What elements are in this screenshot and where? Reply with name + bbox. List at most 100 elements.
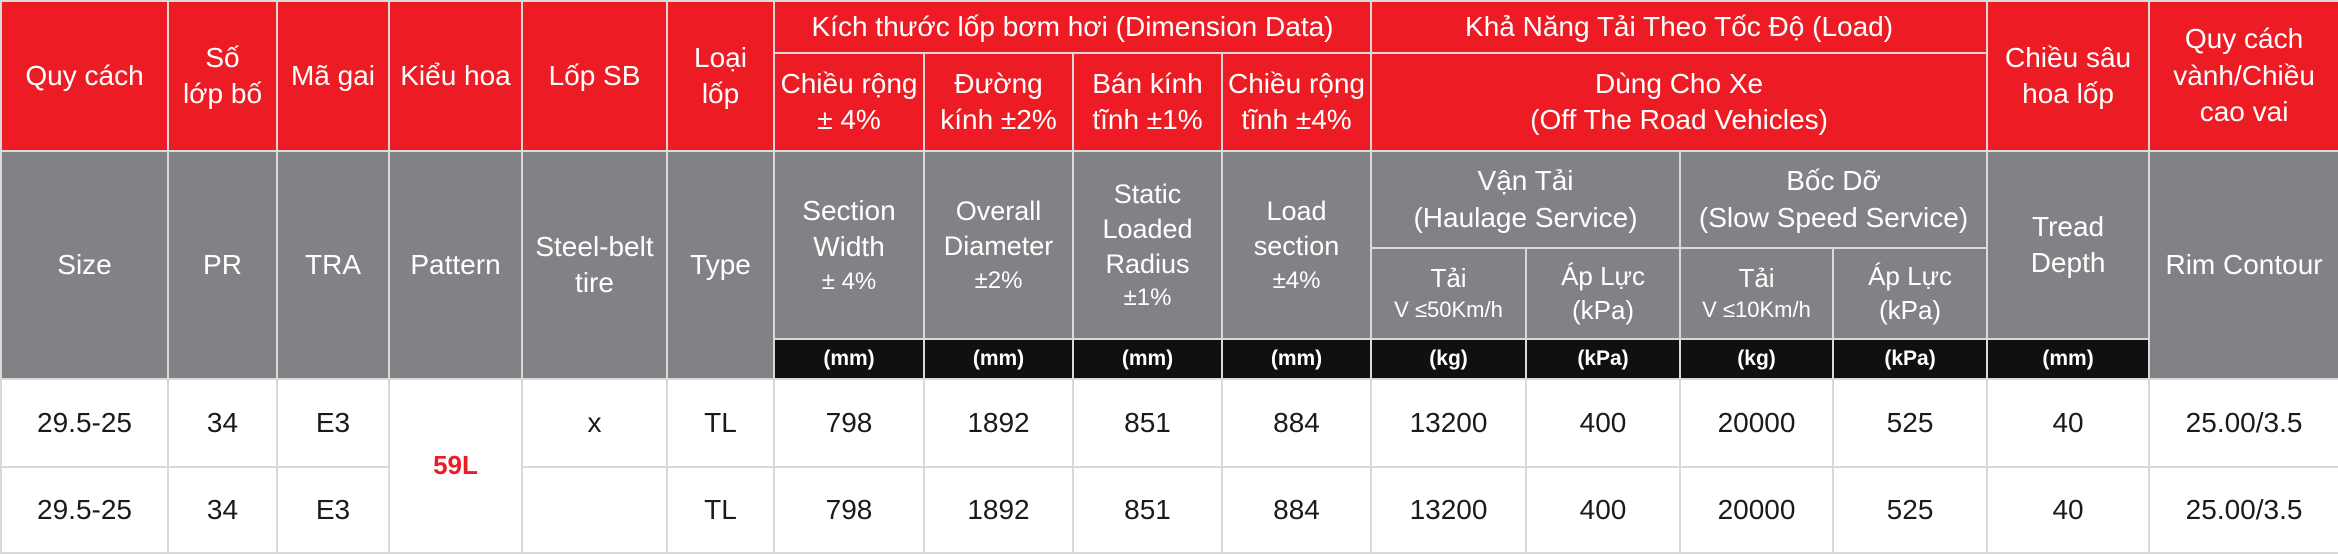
header-type-en: Type: [666, 150, 775, 380]
header-haulage-line2: (Haulage Service): [1413, 201, 1638, 233]
cell-slow-pressure: 525: [1832, 466, 1989, 554]
header-overall-diameter-en-line3: ±2%: [974, 266, 1023, 294]
cell-load-section: 884: [1220, 466, 1373, 554]
cell-pr: 34: [167, 378, 278, 468]
cell-haul-load: 13200: [1370, 466, 1528, 554]
header-pattern-vi-text: Kiểu hoa: [400, 59, 511, 91]
header-static-radius-vi-line2: tĩnh ±1%: [1092, 104, 1203, 135]
cell-haul-pressure: 400: [1525, 466, 1682, 554]
cell-steel: x: [521, 378, 668, 468]
header-static-radius-en-line3: Radius: [1105, 248, 1190, 279]
cell-static-radius: 851: [1072, 466, 1223, 554]
header-pattern-en: Pattern: [388, 150, 523, 380]
header-vehicle-vi-line1: Dùng Cho Xe: [1594, 67, 1764, 99]
unit-section-width: (mm): [773, 338, 925, 380]
cell-steel: [521, 466, 668, 554]
cell-pr: 34: [167, 466, 278, 554]
header-overall-diameter-en-line2: Diameter: [943, 231, 1054, 262]
header-rim-vi: Quy cách vành/Chiều cao vai: [2148, 0, 2338, 152]
header-slow-load: Tải V ≤10Km/h: [1679, 247, 1835, 340]
header-tread-depth-en: Tread Depth: [1986, 150, 2151, 340]
header-rim-en-text: Rim Contour: [2165, 248, 2323, 280]
unit-overall-diameter: (mm): [923, 338, 1074, 380]
header-type-vi-line1: Loại: [694, 41, 747, 73]
unit-haul-load: (kg): [1370, 338, 1528, 380]
header-static-radius-en-line1: Static: [1113, 178, 1182, 209]
unit-slow-pressure: (kPa): [1832, 338, 1989, 380]
header-size-vi-text: Quy cách: [25, 59, 144, 91]
header-haul-pressure-line2: (kPa): [1571, 294, 1635, 325]
header-tread-depth-vi-line2: hoa lốp: [2022, 78, 2114, 109]
table-row: 29.5-25 34 E3 TL 798 1892 851 884 13200 …: [0, 466, 2338, 554]
cell-slow-pressure: 525: [1832, 378, 1989, 468]
cell-slow-load: 20000: [1679, 378, 1835, 468]
header-vehicle-vi: Dùng Cho Xe (Off The Road Vehicles): [1370, 52, 1989, 152]
header-load-section-en: Load section ±4%: [1220, 150, 1373, 340]
header-pr-en: PR: [167, 150, 278, 380]
header-pattern-en-text: Pattern: [410, 248, 501, 280]
cell-haul-load: 13200: [1370, 378, 1528, 468]
unit-tread-depth: (mm): [1986, 338, 2151, 380]
header-tra-vi-text: Mã gai: [290, 59, 376, 91]
header-haulage-line1: Vận Tải: [1477, 165, 1574, 197]
header-slow-speed-line1: Bốc Dỡ: [1786, 165, 1881, 197]
header-pr-vi-line2: lớp bố: [182, 78, 263, 109]
header-static-radius-vi-line1: Bán kính: [1092, 67, 1203, 99]
cell-type: TL: [666, 378, 775, 468]
header-tra-vi: Mã gai: [276, 0, 390, 152]
header-haul-load-line1: Tải: [1430, 263, 1467, 294]
header-section-width-vi-line1: Chiều rộng: [780, 67, 918, 99]
header-type-vi-line2: lốp: [701, 78, 740, 109]
cell-tra: E3: [276, 466, 390, 554]
header-steel-vi-text: Lốp SB: [548, 59, 641, 91]
header-load-section-en-line1: Load: [1266, 196, 1327, 227]
header-overall-diameter-vi: Đường kính ±2%: [923, 52, 1074, 152]
header-load-section-vi: Chiều rộng tĩnh ±4%: [1220, 52, 1373, 152]
cell-slow-load: 20000: [1679, 466, 1835, 554]
header-load-group-text: Khả Năng Tải Theo Tốc Độ (Load): [1465, 10, 1894, 42]
cell-static-radius: 851: [1072, 378, 1223, 468]
header-steel-vi: Lốp SB: [521, 0, 668, 152]
header-rim-vi-line1: Quy cách: [2184, 23, 2304, 55]
header-tra-en-text: TRA: [305, 248, 361, 280]
header-slow-load-line2: V ≤10Km/h: [1702, 297, 1811, 323]
header-slow-pressure-line1: Áp Lực: [1868, 260, 1952, 291]
header-static-radius-en-line2: Loaded: [1102, 213, 1193, 244]
cell-rim: 25.00/3.5: [2148, 466, 2338, 554]
header-pr-en-text: PR: [203, 248, 242, 280]
header-pattern-vi: Kiểu hoa: [388, 0, 523, 152]
header-section-width-vi: Chiều rộng ± 4%: [773, 52, 925, 152]
cell-tread-depth: 40: [1986, 466, 2151, 554]
header-steel-en-line1: Steel-belt: [535, 230, 654, 262]
unit-slow-load: (kg): [1679, 338, 1835, 380]
header-tra-en: TRA: [276, 150, 390, 380]
header-dimension-group-text: Kích thước lốp bơm hơi (Dimension Data): [811, 10, 1334, 42]
cell-haul-pressure: 400: [1525, 378, 1682, 468]
unit-haul-pressure: (kPa): [1525, 338, 1682, 380]
header-pr-vi: Số lớp bố: [167, 0, 278, 152]
unit-load-section: (mm): [1220, 338, 1373, 380]
cell-type: TL: [666, 466, 775, 554]
header-tread-depth-en-line1: Tread: [2032, 210, 2105, 242]
header-size-en: Size: [0, 150, 169, 380]
cell-overall-diameter: 1892: [923, 378, 1074, 468]
header-slow-pressure: Áp Lực (kPa): [1832, 247, 1989, 340]
header-static-radius-vi: Bán kính tĩnh ±1%: [1072, 52, 1223, 152]
header-pr-vi-line1: Số: [205, 41, 240, 73]
header-load-section-vi-line2: tĩnh ±4%: [1241, 104, 1352, 135]
header-load-group: Khả Năng Tải Theo Tốc Độ (Load): [1370, 0, 1989, 54]
header-haulage: Vận Tải (Haulage Service): [1370, 150, 1682, 249]
cell-load-section: 884: [1220, 378, 1373, 468]
header-haul-load-line2: V ≤50Km/h: [1394, 297, 1503, 323]
cell-tra: E3: [276, 378, 390, 468]
header-tread-depth-vi: Chiều sâu hoa lốp: [1986, 0, 2151, 152]
header-slow-speed: Bốc Dỡ (Slow Speed Service): [1679, 150, 1989, 249]
header-haul-load: Tải V ≤50Km/h: [1370, 247, 1528, 340]
header-type-en-text: Type: [690, 248, 751, 280]
header-load-section-en-line2: section: [1253, 231, 1340, 262]
header-slow-load-line1: Tải: [1738, 263, 1775, 294]
header-rim-vi-line2: vành/Chiều: [2173, 59, 2315, 91]
header-tread-depth-en-line2: Depth: [2030, 247, 2106, 278]
cell-pattern: 59L: [388, 378, 523, 554]
